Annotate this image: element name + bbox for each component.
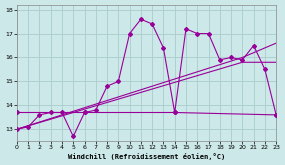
X-axis label: Windchill (Refroidissement éolien,°C): Windchill (Refroidissement éolien,°C): [68, 153, 225, 160]
